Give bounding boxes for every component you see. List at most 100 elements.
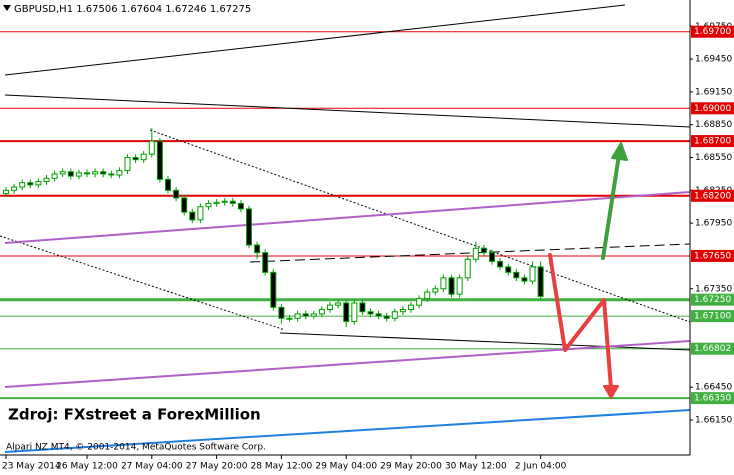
candles <box>2 127 544 328</box>
candle-body <box>116 170 123 176</box>
footer: Alpari NZ MT4, © 2001-2014, MetaQuotes S… <box>6 443 266 453</box>
candle-body <box>51 173 58 179</box>
trend-line <box>4 94 691 128</box>
candle-body <box>408 304 415 311</box>
annotation: Zdroj: FXstreet a ForexMillion <box>8 406 261 424</box>
candle-body <box>2 189 9 195</box>
level-label: 1.68700 <box>694 137 731 147</box>
candle-body <box>424 291 431 300</box>
candle-body <box>327 304 334 311</box>
candle-body <box>35 181 42 186</box>
level-label: 1.67250 <box>694 295 731 305</box>
candle-body <box>537 266 544 297</box>
x-tick-label: 30 May 12:00 <box>445 462 507 472</box>
candle-body <box>383 315 390 319</box>
candle-body <box>448 277 455 295</box>
y-tick-label: 1.67950 <box>695 219 732 229</box>
y-tick-label: 1.66450 <box>695 383 732 393</box>
level-label: 1.69700 <box>694 27 731 37</box>
candle-body <box>11 186 18 191</box>
trend-line <box>4 340 691 388</box>
axes: 1.697501.694501.691501.688501.685501.682… <box>2 22 734 472</box>
candle-body <box>59 171 66 175</box>
x-tick-label: 28 May 12:00 <box>251 462 313 472</box>
y-tick-label: 1.68850 <box>695 120 732 130</box>
candle-body <box>391 311 398 319</box>
candle-body <box>367 311 374 315</box>
candle-body <box>43 177 50 183</box>
red-arrowhead <box>603 385 619 399</box>
candle-body <box>464 258 471 279</box>
candle-body <box>359 302 366 313</box>
candle-body <box>375 313 382 317</box>
green-arrowhead <box>611 142 628 161</box>
level-label-bg <box>691 310 734 323</box>
level-label: 1.66802 <box>694 344 731 354</box>
candle-body <box>472 247 479 260</box>
level-label: 1.69000 <box>694 104 731 114</box>
candle-body <box>132 157 139 161</box>
candle-body <box>440 277 447 290</box>
candle-body <box>181 197 188 213</box>
candle-body <box>270 271 277 308</box>
candle-body <box>294 313 301 319</box>
level-label: 1.68200 <box>694 191 731 201</box>
annotation-bg <box>5 404 233 426</box>
x-tick-label: 29 May 04:00 <box>315 462 377 472</box>
candle-body <box>399 309 406 313</box>
level-label-bg <box>691 135 734 148</box>
candle-body <box>489 252 496 262</box>
candle-body <box>343 302 350 323</box>
candle-body <box>173 189 180 199</box>
level-label: 1.67100 <box>694 312 731 322</box>
y-tick-label: 1.67350 <box>695 284 732 294</box>
candle-body <box>148 140 155 155</box>
trend-line <box>4 191 691 244</box>
arrows <box>548 142 628 399</box>
trend-lines <box>0 4 691 453</box>
candle-body <box>432 288 439 293</box>
candle-body <box>254 244 261 254</box>
level-label-bg <box>691 392 734 405</box>
candle-body <box>237 202 244 210</box>
candle-body <box>92 171 99 175</box>
candle-body <box>100 171 107 175</box>
level-label: 1.67650 <box>694 251 731 261</box>
trend-line <box>4 409 691 453</box>
candle-body <box>335 302 342 306</box>
candle-body <box>513 271 520 279</box>
level-label-bg <box>691 293 734 306</box>
trend-line <box>279 332 691 351</box>
candle-body <box>19 182 26 188</box>
green-arrow <box>601 153 621 260</box>
candle-body <box>197 206 204 221</box>
y-tick-label: 1.66150 <box>695 416 732 426</box>
candle-body <box>351 302 358 323</box>
candle-body <box>302 313 309 317</box>
level-label-bg <box>691 249 734 262</box>
candle-body <box>156 140 163 180</box>
candle-body <box>27 182 34 186</box>
candle-body <box>529 266 536 282</box>
y-tick-label: 1.68550 <box>695 153 732 163</box>
candle-body <box>262 252 269 273</box>
candle-body <box>205 202 212 208</box>
candle-body <box>278 306 285 319</box>
candle-body <box>83 172 90 175</box>
candle-body <box>286 317 293 320</box>
level-label-bg <box>691 102 734 115</box>
candle-body <box>67 171 74 177</box>
level-label-bg <box>691 342 734 355</box>
x-tick-label: 23 May 2014 <box>2 462 61 472</box>
candle-body <box>108 173 115 176</box>
candle-body <box>124 157 131 172</box>
y-tick-label: 1.69150 <box>695 87 732 97</box>
candle-body <box>229 200 236 204</box>
x-tick-label: 27 May 20:00 <box>186 462 248 472</box>
candle-body <box>521 277 528 282</box>
title-icon <box>3 5 11 11</box>
candle-body <box>75 172 82 177</box>
candle-body <box>165 178 172 191</box>
